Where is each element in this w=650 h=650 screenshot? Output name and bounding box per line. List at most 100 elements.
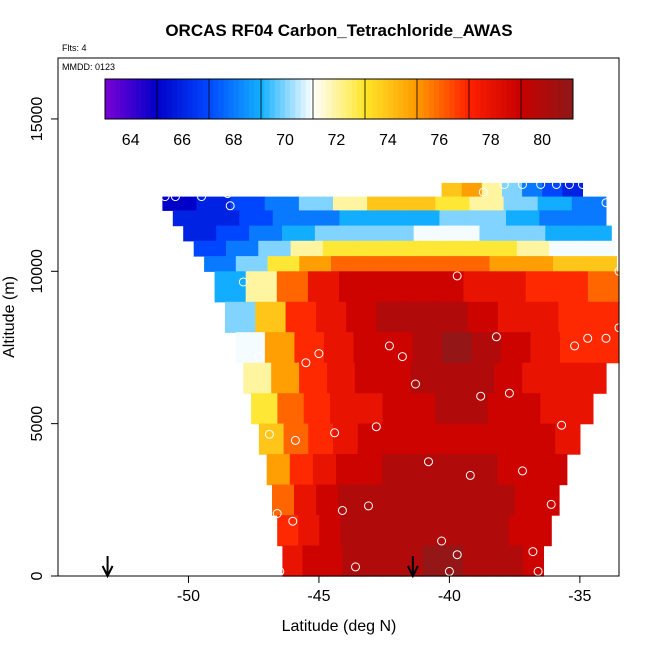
- heatmap-cell: [446, 225, 481, 242]
- heatmap-cell: [382, 423, 408, 455]
- heatmap-cell: [487, 515, 510, 547]
- heatmap-cell: [522, 182, 543, 198]
- heatmap-cell: [183, 225, 217, 242]
- colorbar-swatch: [449, 79, 456, 119]
- sample-point: [452, 550, 462, 560]
- sample-point: [330, 428, 340, 438]
- heatmap-cell: [401, 271, 433, 303]
- heatmap-cell: [424, 515, 447, 547]
- x-tick-label: -40: [438, 588, 461, 605]
- heatmap-cell: [502, 182, 523, 198]
- sample-point: [578, 180, 587, 189]
- colorbar-swatch: [465, 79, 471, 119]
- heatmap-cell: [463, 271, 496, 303]
- heatmap-cell: [589, 332, 620, 364]
- colorbar-tick-label: 72: [328, 132, 346, 149]
- colorbar-swatch: [264, 79, 270, 119]
- y-axis: 0 5000 10000 15000: [29, 97, 58, 580]
- colorbar-tick-label: 78: [482, 132, 500, 149]
- sample-point: [290, 435, 300, 445]
- heatmap-cell: [428, 454, 452, 486]
- heatmap-cell: [456, 423, 482, 455]
- colorbar-swatch: [141, 79, 147, 119]
- heatmap-cell: [312, 454, 337, 486]
- colorbar-swatch: [459, 79, 466, 119]
- heatmap-cell: [406, 301, 438, 333]
- colorbar-swatch: [105, 79, 111, 119]
- sample-point: [557, 420, 567, 430]
- heatmap-cell: [382, 362, 412, 394]
- heatmap-cell: [382, 393, 410, 425]
- heatmap-cell: [407, 423, 433, 455]
- heatmap-cell: [584, 256, 617, 272]
- colorbar-swatch: [285, 79, 291, 119]
- heatmap-cell: [282, 225, 316, 242]
- heatmap-cell: [235, 256, 269, 272]
- heatmap-cell: [516, 240, 550, 257]
- colorbar-swatch: [279, 79, 286, 119]
- heatmap-cell: [437, 301, 469, 333]
- heatmap-cell: [466, 362, 495, 394]
- sample-point: [444, 566, 454, 576]
- colorbar-swatch: [511, 79, 517, 119]
- colorbar-swatch: [315, 79, 322, 119]
- heatmap-cell: [514, 393, 541, 425]
- chart-title: ORCAS RF04 Carbon_Tetrachloride_AWAS: [165, 21, 512, 40]
- heatmap-cell: [282, 545, 304, 577]
- sample-point: [452, 271, 462, 281]
- heatmap-cell: [249, 225, 283, 242]
- heatmap-cell: [441, 182, 463, 198]
- sample-point: [424, 457, 433, 467]
- sample-point: [371, 422, 381, 432]
- sample-point: [337, 506, 347, 515]
- colorbar-swatch: [207, 79, 214, 119]
- colorbar-swatch: [408, 79, 414, 119]
- heatmap-cell: [271, 362, 300, 394]
- heatmap-cell: [353, 332, 384, 364]
- heatmap-cell: [356, 393, 384, 425]
- heatmap-cell: [481, 182, 503, 198]
- heatmap-cell: [581, 240, 615, 257]
- heatmap-cell: [264, 332, 295, 364]
- heatmap-cell: [463, 545, 484, 577]
- heatmap-cell: [558, 301, 590, 333]
- sample-point: [397, 352, 407, 362]
- sample-point: [551, 180, 561, 189]
- sample-point: [564, 180, 574, 189]
- colorbar-swatch: [336, 79, 342, 119]
- colorbar-swatch: [480, 79, 486, 119]
- colorbar-swatch: [531, 79, 538, 119]
- sample-point: [478, 187, 488, 197]
- sample-point: [264, 429, 274, 439]
- colorbar-swatch: [393, 79, 399, 119]
- colorbar-swatch: [475, 79, 481, 119]
- heatmap-cell: [362, 256, 395, 272]
- heatmap-cell: [405, 454, 429, 486]
- colorbar-tick-label: 68: [225, 132, 243, 149]
- heatmap-cell: [537, 196, 573, 211]
- colorbar-swatch: [156, 79, 162, 119]
- heatmap-cell: [435, 196, 470, 211]
- heatmap-cell: [272, 210, 307, 227]
- heatmap-cell: [214, 271, 247, 303]
- sample-point: [314, 349, 324, 359]
- heatmap-cell: [307, 271, 340, 303]
- heatmap-cell: [235, 332, 266, 364]
- heatmap-cell: [330, 393, 357, 425]
- heatmap-cell: [226, 240, 259, 257]
- colorbar-swatch: [331, 79, 337, 119]
- x-tick-label: -35: [568, 588, 591, 605]
- heatmap-cell: [539, 210, 574, 227]
- heatmap-cell: [452, 240, 486, 257]
- heatmap-cell: [556, 271, 589, 303]
- colorbar-tick-label: 80: [533, 132, 551, 149]
- heatmap-cell: [206, 210, 240, 227]
- heatmap-cell: [342, 545, 364, 577]
- heatmap-cell: [578, 225, 612, 242]
- colorbar-swatch: [228, 79, 234, 119]
- sample-point: [601, 198, 611, 208]
- heatmap-cell: [572, 210, 607, 227]
- heatmap-cell: [503, 196, 539, 211]
- heatmap-cell: [509, 515, 531, 547]
- heatmap-cell: [382, 515, 405, 547]
